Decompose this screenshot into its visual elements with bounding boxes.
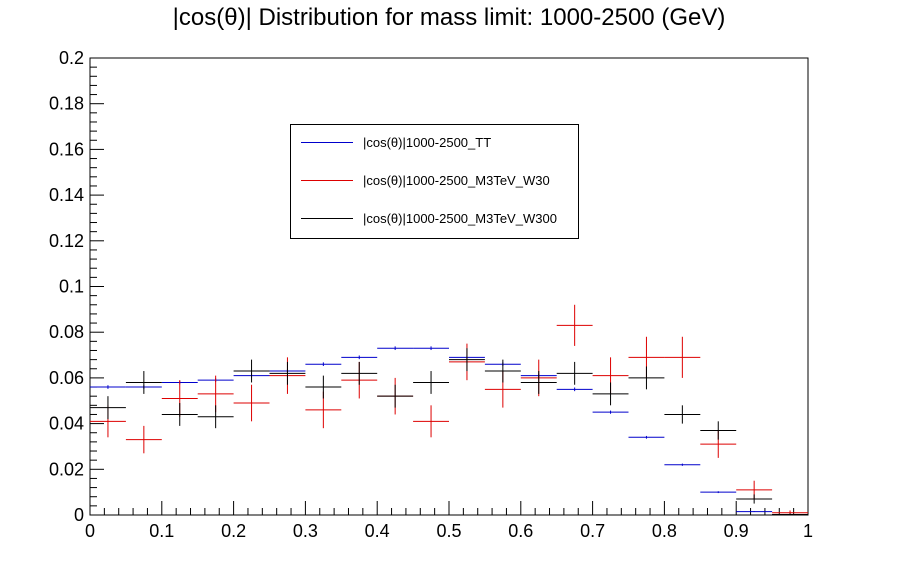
y-tick-label: 0.18 xyxy=(49,94,84,114)
legend-label-w30: |cos(θ)|1000-2500_M3TeV_W30 xyxy=(363,173,550,188)
x-tick-label: 0.9 xyxy=(724,521,749,541)
x-tick-label: 0.5 xyxy=(436,521,461,541)
y-tick-label: 0.14 xyxy=(49,185,84,205)
y-tick-label: 0.16 xyxy=(49,139,84,159)
x-tick-label: 0.3 xyxy=(293,521,318,541)
y-tick-label: 0.04 xyxy=(49,414,84,434)
legend: |cos(θ)|1000-2500_TT |cos(θ)|1000-2500_M… xyxy=(290,124,579,239)
y-tick-label: 0.02 xyxy=(49,459,84,479)
x-tick-label: 0.4 xyxy=(365,521,390,541)
legend-entry-w300: |cos(θ)|1000-2500_M3TeV_W300 xyxy=(291,209,578,229)
x-tick-label: 0.7 xyxy=(580,521,605,541)
legend-entry-tt: |cos(θ)|1000-2500_TT xyxy=(291,133,578,153)
legend-label-w300: |cos(θ)|1000-2500_M3TeV_W300 xyxy=(363,211,557,226)
legend-label-tt: |cos(θ)|1000-2500_TT xyxy=(363,135,492,150)
x-tick-label: 0.8 xyxy=(652,521,677,541)
legend-swatch-tt xyxy=(301,142,353,143)
y-tick-label: 0.08 xyxy=(49,322,84,342)
y-tick-label: 0 xyxy=(74,505,84,525)
x-tick-label: 0.6 xyxy=(508,521,533,541)
y-tick-label: 0.12 xyxy=(49,231,84,251)
y-tick-label: 0.06 xyxy=(49,368,84,388)
y-tick-label: 0.2 xyxy=(59,48,84,68)
chart-title: |cos(θ)| Distribution for mass limit: 10… xyxy=(172,4,726,31)
x-tick-label: 0.2 xyxy=(221,521,246,541)
y-tick-label: 0.1 xyxy=(59,277,84,297)
x-tick-label: 1 xyxy=(803,521,813,541)
legend-swatch-w300 xyxy=(301,218,353,219)
legend-entry-w30: |cos(θ)|1000-2500_M3TeV_W30 xyxy=(291,171,578,191)
x-tick-label: 0.1 xyxy=(149,521,174,541)
x-tick-label: 0 xyxy=(85,521,95,541)
legend-swatch-w30 xyxy=(301,180,353,181)
